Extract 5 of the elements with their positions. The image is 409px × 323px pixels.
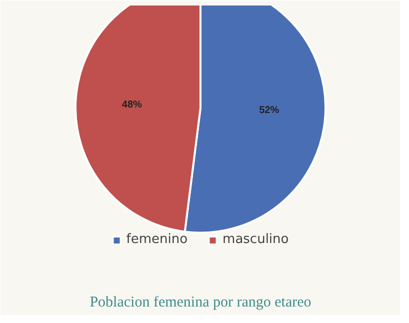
data-label: 52% [259,104,280,116]
data-label: 48% [122,99,142,110]
legend-label: masculino [222,232,289,247]
legend-label: femenino [126,232,188,247]
text: Poblacion femenina por rango etareo [90,294,312,310]
